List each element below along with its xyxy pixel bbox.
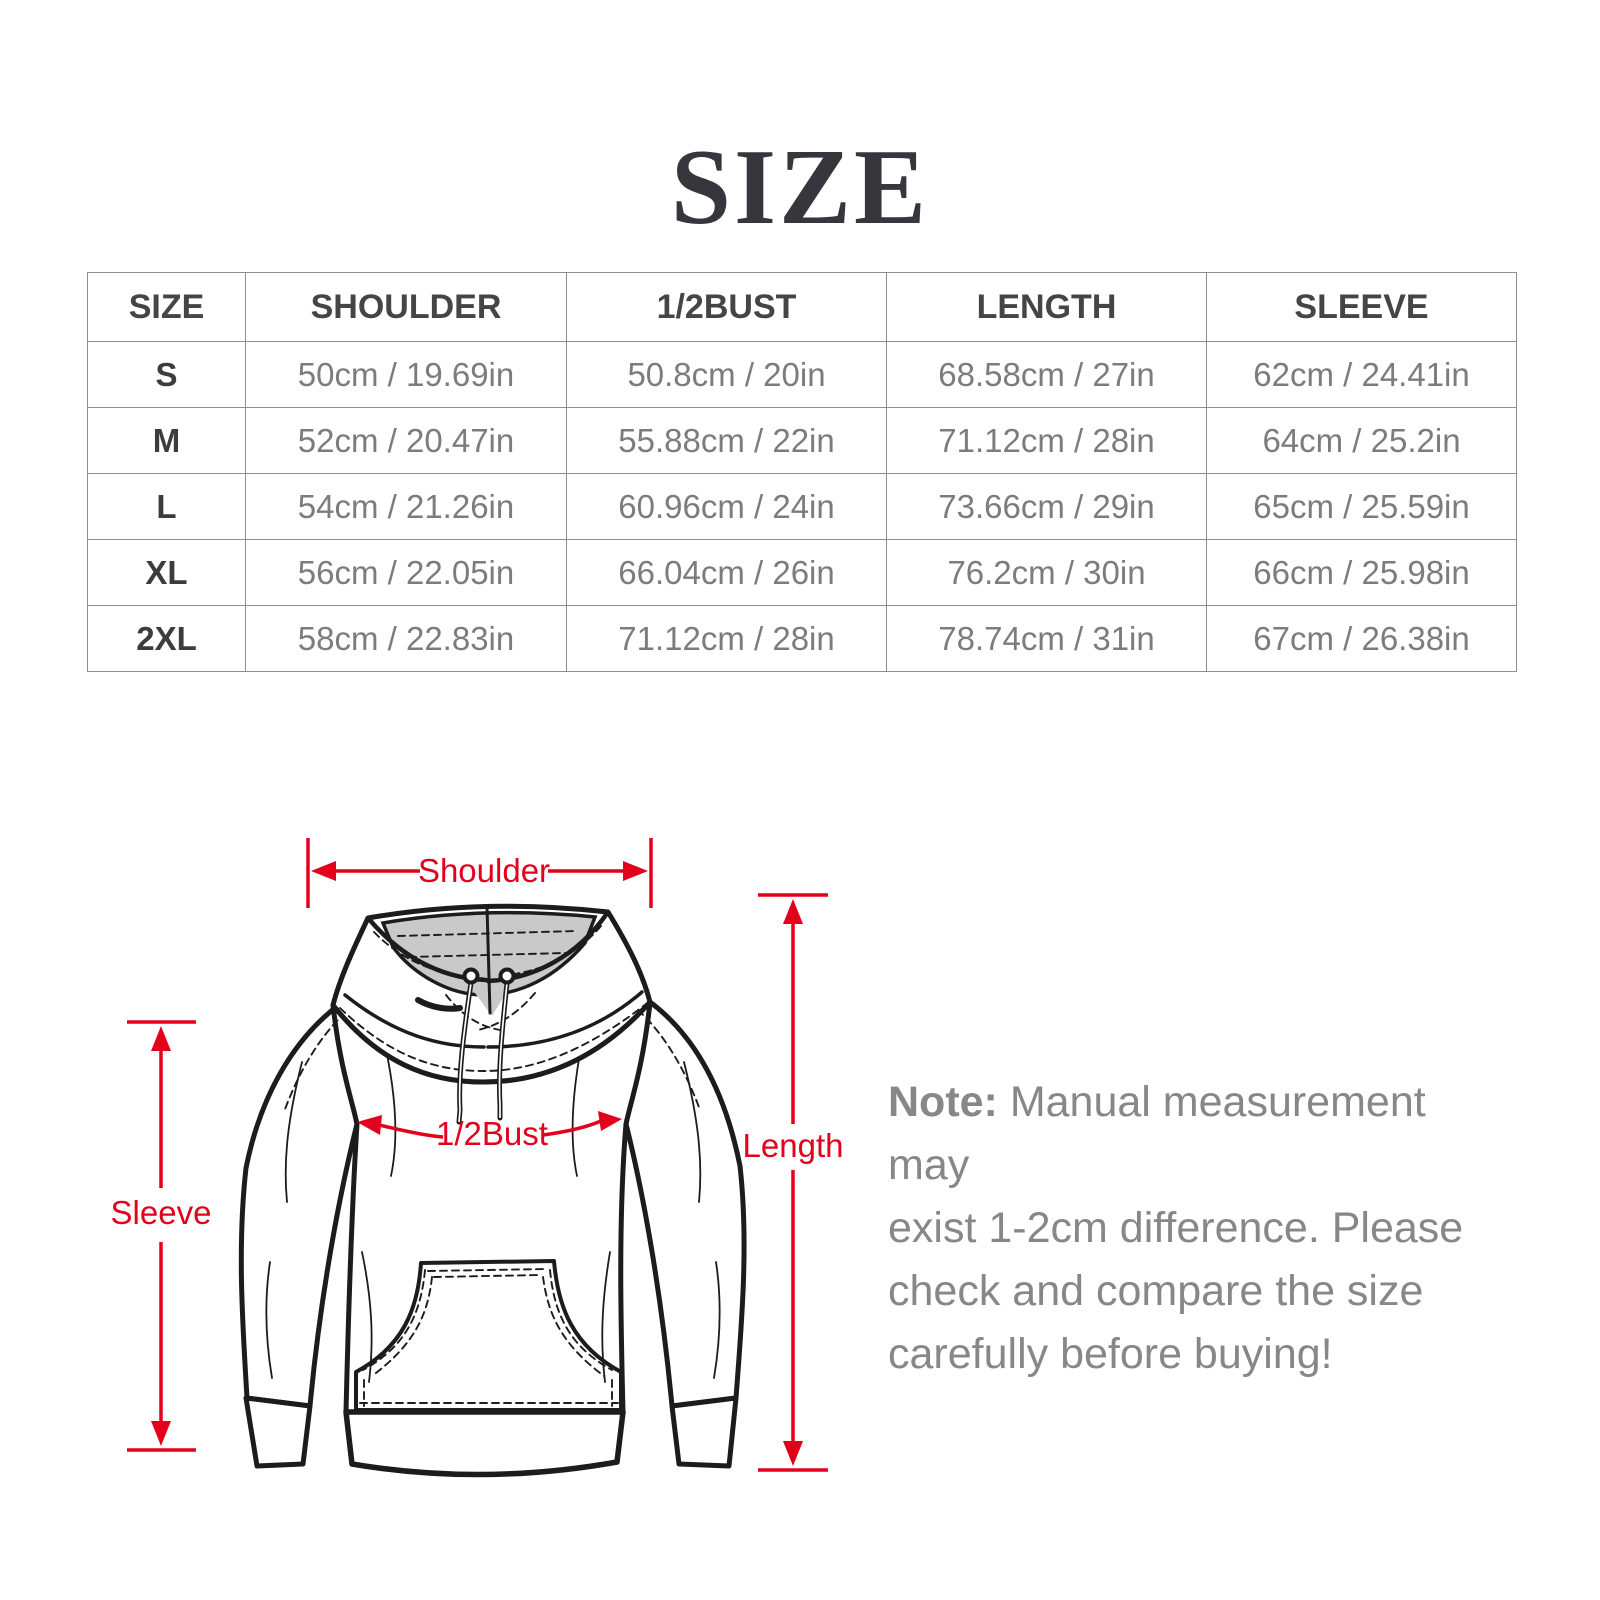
table-row: M 52cm / 20.47in 55.88cm / 22in 71.12cm … [87,407,1517,474]
note-line: check and compare the size [888,1267,1424,1315]
sleeve-measure-label: Sleeve [111,1194,212,1231]
table-cell-size: 2XL [87,605,246,672]
half-bust-measure-label: 1/2Bust [436,1115,548,1152]
column-header-halfbust: 1/2BUST [566,272,887,342]
note-paragraph: Note: Manual measurement may exist 1-2cm… [888,1071,1508,1386]
note-line: exist 1-2cm difference. Please [888,1204,1464,1252]
table-cell-size: XL [87,539,246,606]
eyelet [462,967,480,985]
table-cell: 65cm / 25.59in [1206,473,1517,540]
size-table: SIZE SHOULDER 1/2BUST LENGTH SLEEVE S 50… [87,272,1517,672]
page-title: SIZE [670,128,930,247]
table-cell: 58cm / 22.83in [245,605,567,672]
table-row: 2XL 58cm / 22.83in 71.12cm / 28in 78.74c… [87,605,1517,672]
table-cell: 66cm / 25.98in [1206,539,1517,606]
table-cell: 73.66cm / 29in [886,473,1207,540]
note-label: Note: [888,1078,998,1126]
note-line: Note: Manual measurement may [888,1071,1508,1197]
length-arrow: Length [743,893,844,1472]
length-measure-label: Length [743,1127,844,1164]
table-row: S 50cm / 19.69in 50.8cm / 20in 68.58cm /… [87,341,1517,408]
table-row: XL 56cm / 22.05in 66.04cm / 26in 76.2cm … [87,539,1517,606]
table-cell: 62cm / 24.41in [1206,341,1517,408]
hoodie-measurement-diagram: Shoulder Sleeve 1/2Bust Length [111,838,844,1478]
hoodie-sketch [238,903,747,1478]
table-cell: 71.12cm / 28in [886,407,1207,474]
shoulder-measure-label: Shoulder [418,852,550,889]
table-cell-size: M [87,407,246,474]
note-line: carefully before buying! [888,1330,1333,1378]
half-bust-arrow: 1/2Bust [357,1111,622,1152]
column-header-sleeve: SLEEVE [1206,272,1517,342]
table-cell: 54cm / 21.26in [245,473,567,540]
column-header-length: LENGTH [886,272,1207,342]
table-header-row: SIZE SHOULDER 1/2BUST LENGTH SLEEVE [87,272,1517,342]
table-cell: 64cm / 25.2in [1206,407,1517,474]
table-cell: 68.58cm / 27in [886,341,1207,408]
table-cell: 52cm / 20.47in [245,407,567,474]
eyelet [498,967,516,985]
sleeve-arrow: Sleeve [111,1020,212,1452]
table-cell: 55.88cm / 22in [566,407,887,474]
table-cell: 67cm / 26.38in [1206,605,1517,672]
table-cell: 66.04cm / 26in [566,539,887,606]
table-cell: 78.74cm / 31in [886,605,1207,672]
table-cell: 76.2cm / 30in [886,539,1207,606]
drawstrings [456,980,510,1125]
table-cell: 71.12cm / 28in [566,605,887,672]
table-cell: 50cm / 19.69in [245,341,567,408]
table-cell: 60.96cm / 24in [566,473,887,540]
table-cell-size: S [87,341,246,408]
table-cell: 50.8cm / 20in [566,341,887,408]
column-header-size: SIZE [87,272,246,342]
note-text: Manual measurement may [888,1078,1426,1189]
table-cell: 56cm / 22.05in [245,539,567,606]
shoulder-arrow: Shoulder [306,838,653,908]
table-cell-size: L [87,473,246,540]
column-header-shoulder: SHOULDER [245,272,567,342]
table-row: L 54cm / 21.26in 60.96cm / 24in 73.66cm … [87,473,1517,540]
